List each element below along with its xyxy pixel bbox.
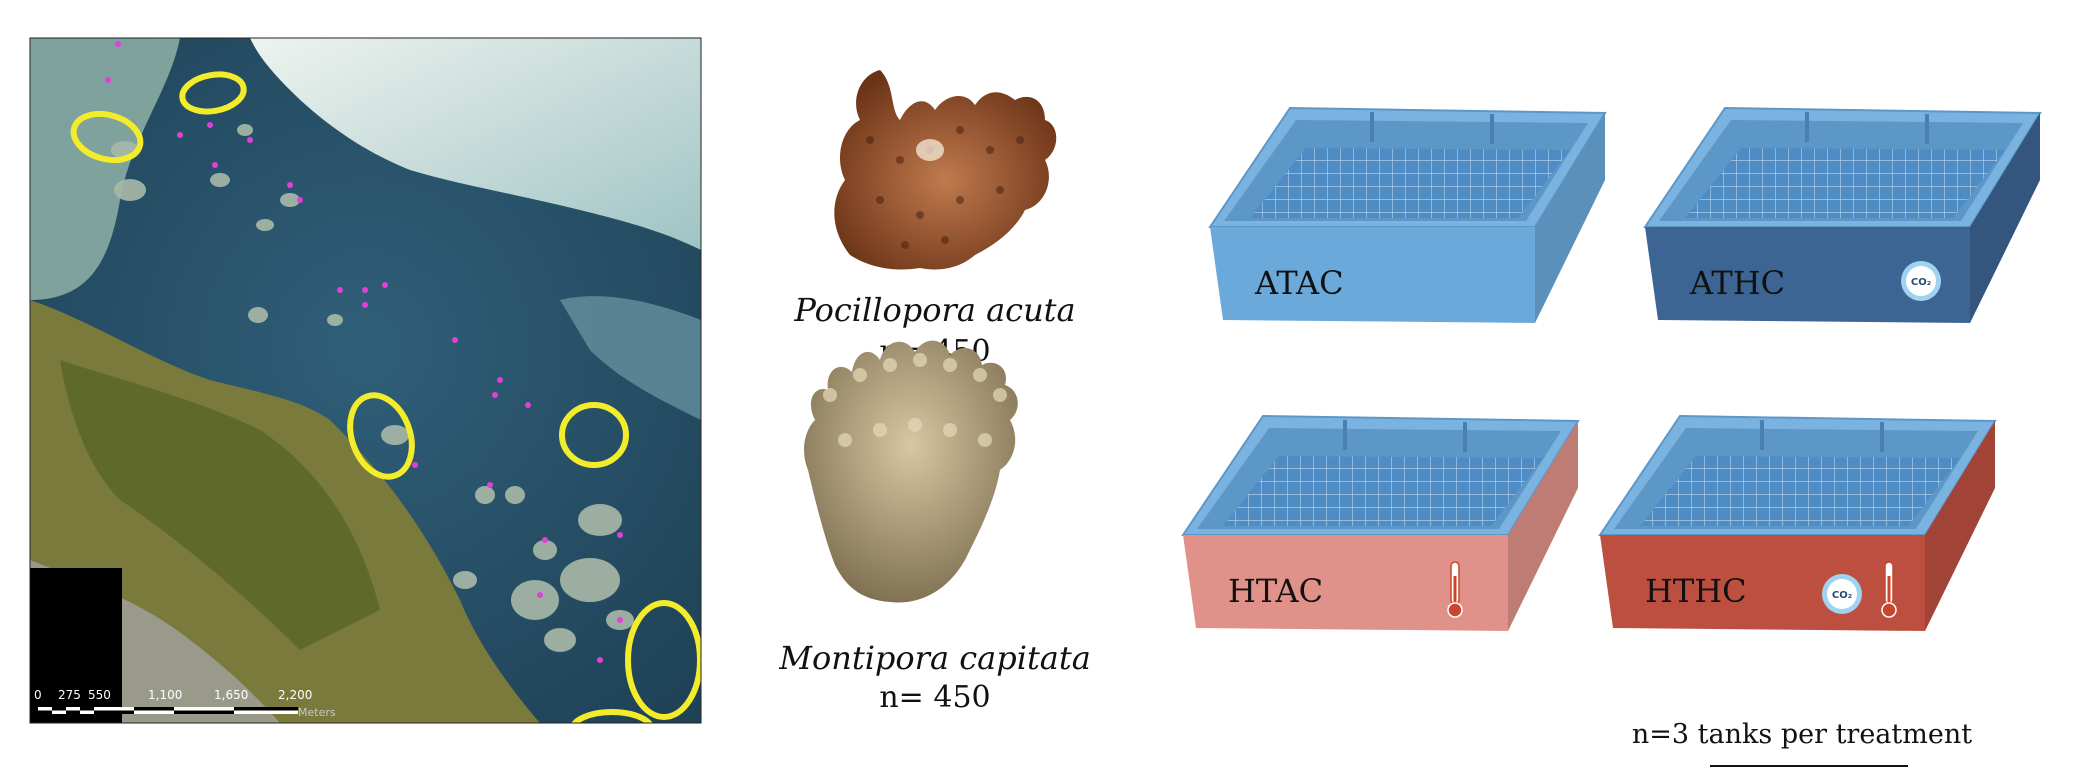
tank-grid — [1685, 148, 2005, 218]
scale-label: 0 — [34, 688, 42, 702]
tank-divider — [1805, 112, 1809, 142]
tank-athc: ATHC CO₂ — [1643, 106, 2042, 323]
species-name-montipora: Montipora capitata — [778, 639, 1091, 677]
site-circle — [559, 402, 629, 468]
replication-note: n=3 tanks per treatment — [1632, 719, 1972, 750]
tank-divider — [1760, 420, 1764, 450]
forest-area — [60, 360, 380, 650]
tank-label: HTAC — [1228, 572, 1323, 610]
tank-label: HTHC — [1645, 572, 1747, 610]
coral-pocillopora-image — [834, 70, 1057, 270]
tank-divider — [1463, 422, 1467, 452]
satellite-map: 0 275 550 1,100 1,650 2,200 Meters — [30, 38, 701, 723]
scale-label: 550 — [88, 688, 111, 702]
site-circle — [179, 71, 247, 115]
co2-icon-label: CO₂ — [1911, 277, 1931, 288]
site-circle — [625, 600, 701, 720]
map-inset-box — [30, 568, 122, 723]
co2-icon: CO₂ — [1822, 574, 1862, 614]
sample-count-montipora: n= 450 — [879, 680, 990, 715]
tank-grid — [1640, 456, 1960, 526]
tank-side-face — [1535, 113, 1605, 323]
scale-label: 1,100 — [148, 688, 182, 702]
scale-label: 1,650 — [214, 688, 248, 702]
thermometer-icon — [1447, 561, 1463, 618]
scale-unit: Meters — [298, 706, 336, 719]
tank-atac: ATAC — [1208, 106, 1607, 323]
site-circle — [70, 110, 144, 164]
scale-label: 275 — [58, 688, 81, 702]
tank-side-face — [1925, 421, 1995, 631]
scale-label: 2,200 — [278, 688, 312, 702]
site-circle — [571, 709, 653, 723]
tank-hthc: HTHC CO₂ — [1598, 414, 1997, 631]
co2-icon-label: CO₂ — [1832, 590, 1852, 601]
thermometer-icon — [1881, 561, 1897, 618]
tank-divider — [1880, 422, 1884, 452]
tank-divider — [1925, 114, 1929, 144]
tank-side-face — [1508, 421, 1578, 631]
tank-divider — [1370, 112, 1374, 142]
co2-icon: CO₂ — [1901, 261, 1941, 301]
tank-label: ATHC — [1689, 264, 1785, 302]
reef-edge — [560, 296, 701, 420]
species-name-pocillopora: Pocillopora acuta — [793, 291, 1075, 329]
tank-grid — [1223, 456, 1543, 526]
tank-grid — [1250, 148, 1570, 218]
reef-shoal — [250, 38, 701, 250]
scale-bar: 0 275 550 1,100 1,650 2,200 Meters — [34, 688, 336, 719]
tank-label: ATAC — [1254, 264, 1344, 302]
patch-reefs — [111, 124, 634, 652]
site-circle — [347, 392, 415, 480]
shallow-reef — [30, 38, 180, 300]
tank-side-face — [1970, 113, 2040, 323]
tank-htac: HTAC — [1181, 414, 1580, 631]
tank-front-face — [1210, 227, 1535, 323]
coral-montipora-image — [804, 340, 1018, 603]
tank-divider — [1343, 420, 1347, 450]
tank-front-face — [1183, 535, 1508, 631]
tank-front-face — [1645, 227, 1970, 323]
tank-divider — [1490, 114, 1494, 144]
collection-site-circles — [70, 71, 701, 723]
site-markers — [105, 41, 623, 663]
